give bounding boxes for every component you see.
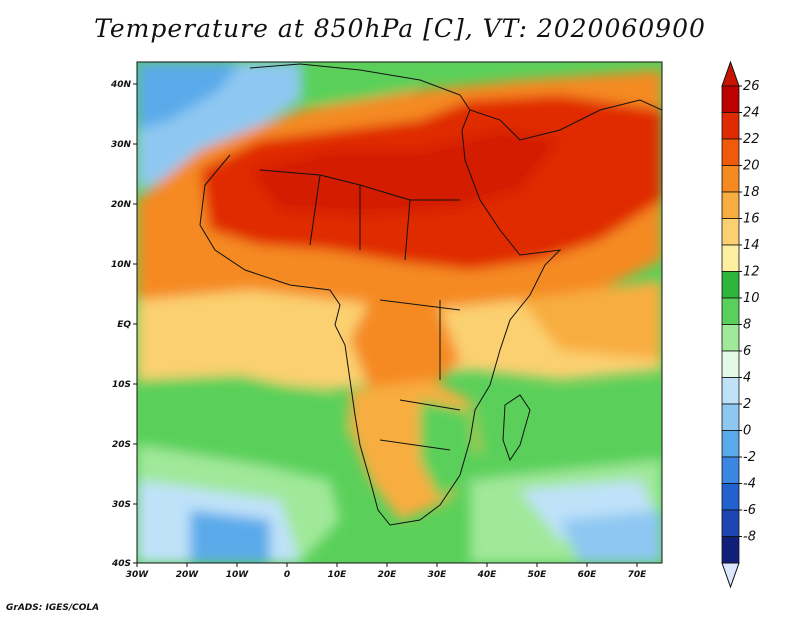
colorbar-label: -8 bbox=[743, 530, 756, 545]
colorbar-swatch bbox=[721, 403, 740, 431]
lon-tick-label: 20E bbox=[378, 570, 398, 580]
colorbar-label: 26 bbox=[743, 79, 760, 94]
lon-tick-label: 70E bbox=[628, 570, 648, 580]
colorbar-label: 12 bbox=[743, 265, 760, 280]
lat-tick-label: 20S bbox=[112, 440, 131, 450]
colorbar-label: 2 bbox=[743, 397, 751, 412]
latitude-axis: 40N 30N 20N 10N EQ 10S 20S 30S 40S bbox=[110, 80, 137, 569]
temperature-field bbox=[137, 62, 662, 563]
longitude-axis: 30W 20W 10W 0 10E 20E 30E 40E 50E 60E 70E bbox=[126, 563, 647, 580]
lon-tick-label: 50E bbox=[528, 570, 548, 580]
colorbar-swatch bbox=[721, 218, 740, 246]
lon-tick-label: 30E bbox=[428, 570, 448, 580]
south-atlantic-green bbox=[137, 375, 350, 470]
colorbar-swatch bbox=[721, 165, 740, 193]
colorbar-label: -6 bbox=[743, 503, 756, 518]
colorbar-swatch bbox=[721, 112, 740, 140]
colorbar-swatch bbox=[721, 509, 740, 537]
lat-tick-label: 10N bbox=[111, 260, 132, 270]
south-atlantic-cold bbox=[190, 510, 270, 563]
grads-footer: GrADS: IGES/COLA bbox=[6, 603, 100, 613]
colorbar-label: -4 bbox=[743, 477, 756, 492]
colorbar-swatch bbox=[721, 191, 740, 219]
lon-tick-label: 30W bbox=[126, 570, 150, 580]
lon-tick-label: 0 bbox=[284, 570, 290, 580]
north-atlantic-cold bbox=[137, 62, 240, 130]
colorbar-swatch bbox=[721, 138, 740, 166]
lat-tick-label: 30S bbox=[112, 500, 131, 510]
map-frame bbox=[136, 61, 663, 564]
lat-tick-label: 30N bbox=[111, 140, 132, 150]
lon-tick-label: 10W bbox=[226, 570, 250, 580]
lon-tick-label: 10E bbox=[328, 570, 348, 580]
lon-tick-label: 20W bbox=[176, 570, 200, 580]
lon-tick-label: 40E bbox=[477, 570, 498, 580]
colorbar-swatch bbox=[721, 456, 740, 484]
colorbar-swatch bbox=[721, 483, 740, 511]
colorbar-label: 6 bbox=[743, 344, 751, 359]
congo-warm bbox=[350, 300, 460, 400]
indian-ocean-warm bbox=[520, 280, 662, 360]
lat-tick-label: 20N bbox=[111, 200, 132, 210]
colorbar-swatch bbox=[721, 244, 740, 272]
colorbar-label: 18 bbox=[743, 185, 760, 200]
colorbar-swatch bbox=[721, 324, 740, 352]
colorbar-label: 8 bbox=[743, 318, 751, 333]
lat-tick-label: 10S bbox=[112, 380, 131, 390]
colorbar-swatch bbox=[721, 536, 740, 564]
south-indian-green bbox=[480, 380, 662, 490]
colorbar-label: 0 bbox=[743, 424, 751, 439]
colorbar-label: -2 bbox=[743, 450, 756, 465]
colorbar-label: 16 bbox=[743, 212, 760, 227]
south-indian-blue bbox=[560, 510, 662, 563]
colorbar-label: 22 bbox=[743, 132, 760, 147]
colorbar-swatch bbox=[721, 350, 740, 378]
colorbar-label: 20 bbox=[743, 159, 760, 174]
colorbar-label: 24 bbox=[743, 106, 760, 121]
colorbar-bottom-arrow bbox=[721, 562, 740, 589]
hottest-core bbox=[250, 130, 560, 215]
colorbar-top-arrow bbox=[721, 60, 740, 87]
lat-tick-label: 40S bbox=[111, 559, 131, 569]
colorbar-label: 14 bbox=[743, 238, 760, 253]
colorbar-swatch bbox=[721, 85, 740, 113]
colorbar-label: 10 bbox=[743, 291, 760, 306]
colorbar-swatch bbox=[721, 430, 740, 458]
map-title: Temperature at 850hPa [C], VT: 202006090… bbox=[94, 14, 706, 43]
coastlines bbox=[199, 63, 662, 526]
colorbar-swatch bbox=[721, 271, 740, 299]
colorbar-label: 4 bbox=[743, 371, 751, 386]
colorbar-swatch bbox=[721, 297, 740, 325]
lon-tick-label: 60E bbox=[578, 570, 598, 580]
lat-tick-label: EQ bbox=[117, 320, 131, 330]
madagascar-coast bbox=[502, 394, 531, 462]
colorbar-swatch bbox=[721, 377, 740, 405]
lat-tick-label: 40N bbox=[110, 80, 132, 90]
